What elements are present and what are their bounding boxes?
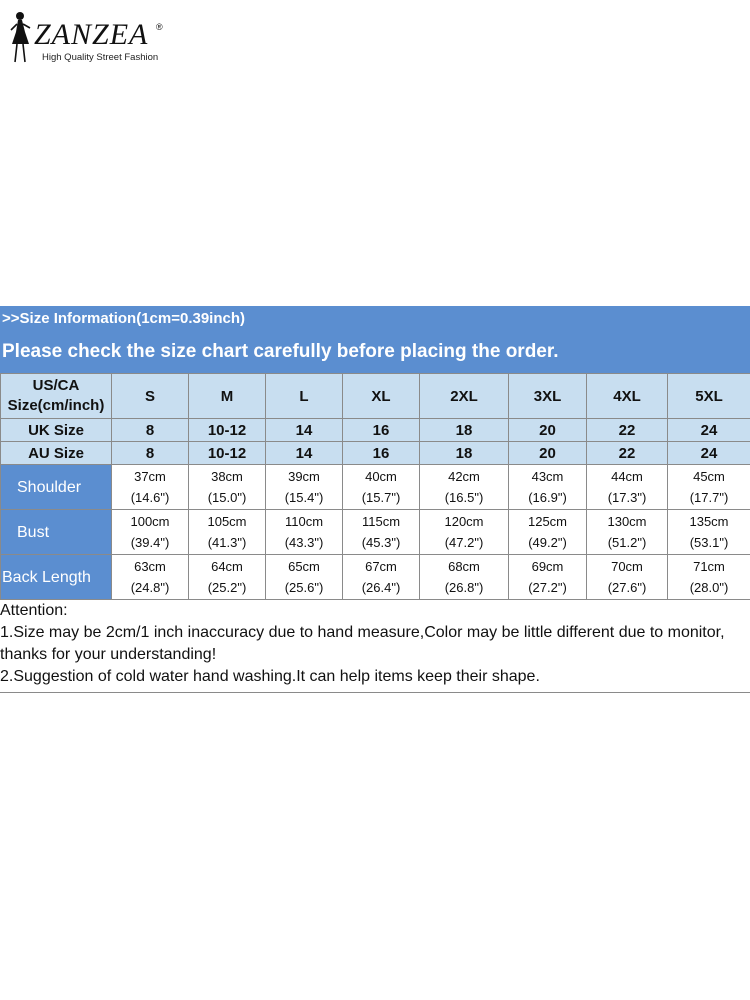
measure-cell: 42cm (16.5"): [419, 464, 509, 510]
bust-row: Bust 100cm (39.4") 105cm (41.3") 110cm (43.…: [0, 509, 750, 555]
size-header: 3XL: [508, 373, 587, 419]
measure-cell: 64cm (25.2"): [188, 554, 266, 600]
size-header: 4XL: [586, 373, 668, 419]
au-size-cell: 24: [667, 441, 750, 465]
measure-cell: 67cm (26.4"): [342, 554, 420, 600]
au-size-label: AU Size: [0, 441, 112, 465]
measure-cell: 71cm (28.0"): [667, 554, 750, 600]
au-size-cell: 14: [265, 441, 343, 465]
size-table: US/CA Size(cm/inch) S M L XL 2XL 3XL 4XL…: [0, 373, 750, 600]
attention-notes: Attention: 1.Size may be 2cm/1 inch inac…: [0, 600, 750, 693]
measure-cell: 115cm (45.3"): [342, 509, 420, 555]
back-length-row: Back Length 63cm (24.8") 64cm (25.2") 65cm…: [0, 554, 750, 600]
size-header: L: [265, 373, 343, 419]
size-header: 5XL: [667, 373, 750, 419]
measure-cell: 63cm (24.8"): [111, 554, 189, 600]
fashion-figure-icon: [10, 12, 31, 63]
back-length-label: Back Length: [0, 554, 112, 600]
measure-cell: 38cm (15.0"): [188, 464, 266, 510]
size-info-bar: >>Size Information(1cm=0.39inch): [0, 306, 750, 331]
au-size-row: AU Size 8 10-12 14 16 18 20 22 24: [0, 441, 750, 465]
attention-title: Attention:: [0, 602, 68, 619]
brand-tagline: High Quality Street Fashion: [42, 52, 159, 63]
us-size-row: US/CA Size(cm/inch) S M L XL 2XL 3XL 4XL…: [0, 373, 750, 419]
corner-header: US/CA Size(cm/inch): [0, 373, 112, 419]
brand-logo: ZANZEA ® High Quality Street Fashion: [8, 10, 168, 66]
au-size-cell: 10-12: [188, 441, 266, 465]
measure-cell: 125cm (49.2"): [508, 509, 587, 555]
measure-cell: 43cm (16.9"): [508, 464, 587, 510]
au-size-cell: 22: [586, 441, 668, 465]
uk-size-cell: 18: [419, 418, 509, 442]
registered-mark: ®: [156, 22, 163, 32]
note-line-1: 1.Size may be 2cm/1 inch inaccuracy due …: [0, 624, 725, 641]
measure-cell: 45cm (17.7"): [667, 464, 750, 510]
measure-cell: 100cm (39.4"): [111, 509, 189, 555]
note-line-3: 2.Suggestion of cold water hand washing.…: [0, 668, 540, 685]
uk-size-cell: 22: [586, 418, 668, 442]
measure-cell: 44cm (17.3"): [586, 464, 668, 510]
measure-cell: 110cm (43.3"): [265, 509, 343, 555]
shoulder-label: Shoulder: [0, 464, 112, 510]
size-header: 2XL: [419, 373, 509, 419]
au-size-cell: 8: [111, 441, 189, 465]
measure-cell: 68cm (26.8"): [419, 554, 509, 600]
measure-cell: 65cm (25.6"): [265, 554, 343, 600]
uk-size-cell: 20: [508, 418, 587, 442]
measure-cell: 70cm (27.6"): [586, 554, 668, 600]
size-header: S: [111, 373, 189, 419]
note-line-2: thanks for your understanding!: [0, 646, 217, 663]
measure-cell: 40cm (15.7"): [342, 464, 420, 510]
measure-cell: 69cm (27.2"): [508, 554, 587, 600]
measure-cell: 39cm (15.4"): [265, 464, 343, 510]
au-size-cell: 16: [342, 441, 420, 465]
shoulder-row: Shoulder 37cm (14.6") 38cm (15.0") 39cm (15…: [0, 464, 750, 510]
uk-size-cell: 16: [342, 418, 420, 442]
size-header: XL: [342, 373, 420, 419]
notice-bar: Please check the size chart carefully be…: [0, 331, 750, 373]
measure-cell: 130cm (51.2"): [586, 509, 668, 555]
uk-size-cell: 24: [667, 418, 750, 442]
uk-size-label: UK Size: [0, 418, 112, 442]
measure-cell: 37cm (14.6"): [111, 464, 189, 510]
bust-label: Bust: [0, 509, 112, 555]
size-header: M: [188, 373, 266, 419]
uk-size-row: UK Size 8 10-12 14 16 18 20 22 24: [0, 418, 750, 442]
measure-cell: 135cm (53.1"): [667, 509, 750, 555]
uk-size-cell: 8: [111, 418, 189, 442]
au-size-cell: 20: [508, 441, 587, 465]
measure-cell: 105cm (41.3"): [188, 509, 266, 555]
brand-name: ZANZEA: [34, 18, 149, 51]
uk-size-cell: 14: [265, 418, 343, 442]
size-panel: >>Size Information(1cm=0.39inch) Please …: [0, 306, 750, 693]
au-size-cell: 18: [419, 441, 509, 465]
measure-cell: 120cm (47.2"): [419, 509, 509, 555]
uk-size-cell: 10-12: [188, 418, 266, 442]
